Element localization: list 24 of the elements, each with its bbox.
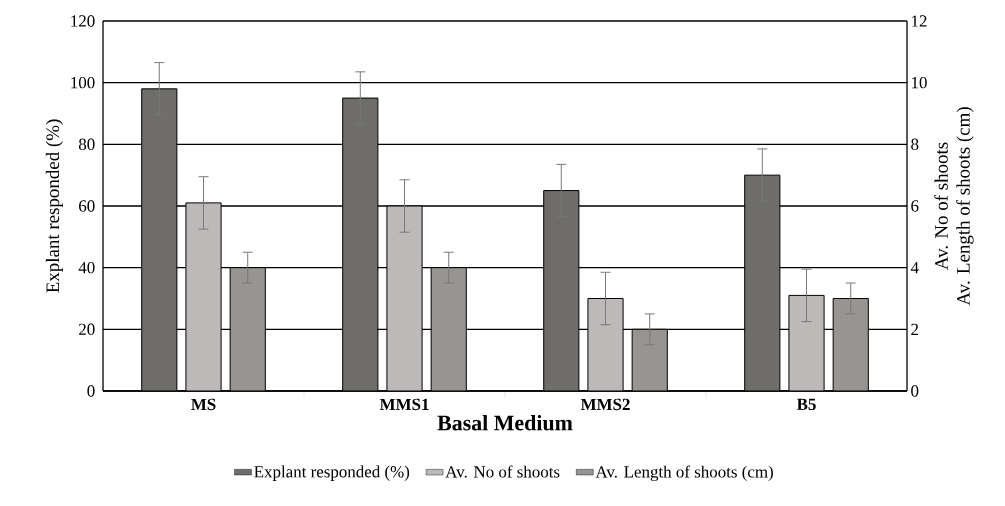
y2-tick-label: 10 xyxy=(912,76,927,89)
y-tick-label: 80 xyxy=(78,138,95,151)
x-tick-label: MMS1 xyxy=(379,398,429,411)
y-axis-title: Explant responded (%) xyxy=(45,119,63,293)
x-tick-label: MMS2 xyxy=(580,398,630,411)
y2-axis-title: Av. No of shoots Av. Length of shoots (cm) xyxy=(934,107,974,306)
x-tick-label: B5 xyxy=(796,398,816,411)
y-tick-label: 120 xyxy=(71,15,95,27)
legend-label: Av. Length of shoots (cm) xyxy=(595,465,773,482)
y2-tick-label: 12 xyxy=(912,15,927,27)
y-tick-label: 60 xyxy=(79,200,95,212)
y-tick-label: 40 xyxy=(78,261,95,274)
y-tick-label: 0 xyxy=(87,385,95,397)
y-tick-label: 20 xyxy=(79,323,95,336)
x-axis-title: Basal Medium xyxy=(437,414,573,431)
y-tick-label: 100 xyxy=(71,76,95,89)
y2-tick-label: 6 xyxy=(911,200,919,212)
y2-tick-label: 0 xyxy=(911,385,919,397)
y2-tick-label: 2 xyxy=(911,323,919,335)
y2-tick-label: 8 xyxy=(911,138,919,151)
y2-tick-label: 4 xyxy=(910,262,919,274)
legend-label: Av. No of shoots xyxy=(445,465,560,478)
legend-label: Explant responded (%) xyxy=(254,465,410,481)
x-tick-label: MS xyxy=(191,398,216,411)
